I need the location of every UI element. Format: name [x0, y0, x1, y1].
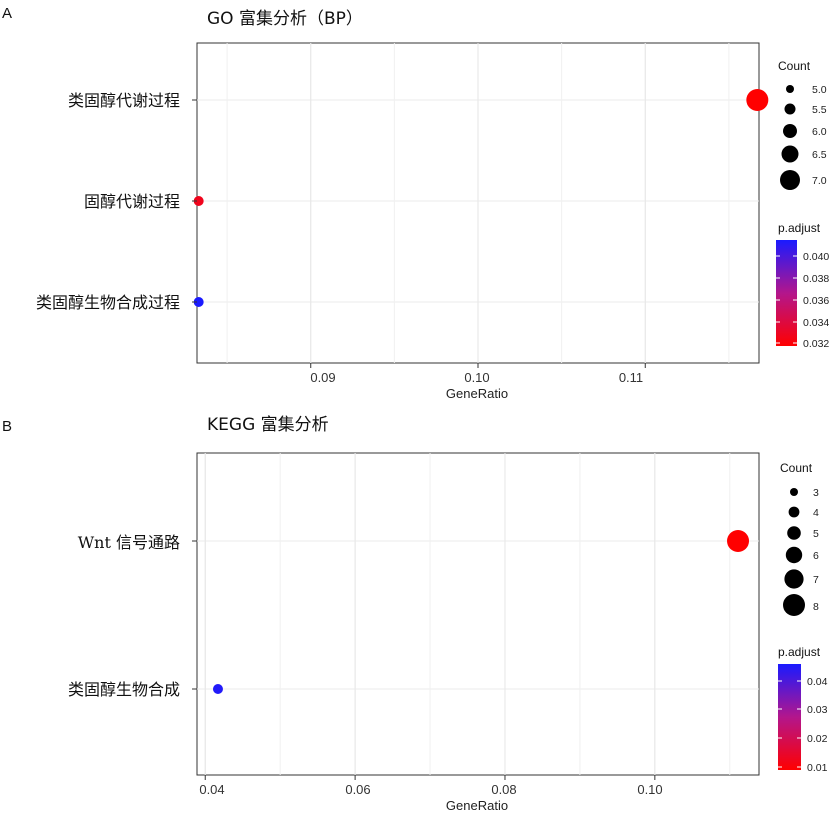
panel-a-points [193, 89, 769, 307]
panel-a-letter: A [2, 5, 12, 22]
size-legend-circle [781, 145, 799, 163]
panel-a-x-axis-title: GeneRatio [446, 386, 508, 401]
size-legend-circle [786, 85, 794, 93]
panel-b-color-legend-label: 0.01 [807, 762, 828, 774]
size-legend-circle [784, 103, 796, 115]
panel-a-size-legend-title: Count [778, 59, 811, 73]
panel-a-size-legend-label: 6.5 [812, 149, 827, 161]
size-legend-circle [790, 488, 798, 496]
panel-b-letter: B [2, 418, 12, 435]
panel-a-x-ticks [310, 363, 646, 368]
panel-a-category-label: 类固醇代谢过程 [68, 91, 180, 110]
size-legend-circle [783, 124, 797, 138]
panel-b-plot-area [196, 452, 760, 776]
panel-a-category-ticks [192, 99, 197, 303]
panel-b-x-tick-label: 0.04 [199, 782, 224, 797]
panel-a-title: GO 富集分析（BP） [207, 9, 363, 29]
panel-a-color-bar [776, 240, 797, 346]
size-legend-circle [787, 526, 801, 540]
panel-b-x-axis-title: GeneRatio [446, 798, 508, 813]
panel-b-x-tick-label: 0.06 [345, 782, 370, 797]
panel-a-color-bar-ticks [776, 255, 797, 344]
panel-a-size-legend-label: 6.0 [812, 126, 827, 138]
panel-b-size-legend-label: 4 [813, 507, 819, 519]
panel-a-x-tick-label: 0.09 [310, 370, 335, 385]
panel-b-size-legend-label: 6 [813, 550, 819, 562]
panel-b-color-legend-label: 0.03 [807, 704, 828, 716]
panel-a-category-label: 固醇代谢过程 [84, 192, 180, 211]
panel-b-x-ticks [204, 775, 656, 780]
size-legend-circle [784, 569, 804, 589]
size-legend-circle [780, 170, 800, 190]
panel-b-points [212, 530, 750, 694]
panel-b-color-bar [778, 664, 801, 770]
size-legend-circle [785, 546, 803, 564]
panel-b-size-legend-title: Count [780, 461, 813, 475]
panel-b-color-legend-title: p.adjust [778, 645, 821, 659]
panel-a-x-tick-label: 0.10 [464, 370, 489, 385]
panel-a-category-label: 类固醇生物合成过程 [36, 293, 180, 312]
panel-a: A GO 富集分析（BP） 类固醇代谢过程 固醇代谢过程 类固醇生物合成过程 0… [2, 5, 829, 401]
panel-b: B KEGG 富集分析 Wnt 信号通路 类固醇生物合成 0.04 0.06 0… [2, 415, 828, 813]
panel-a-color-legend-label: 0.038 [803, 273, 829, 285]
data-point [193, 297, 204, 307]
panel-b-size-legend [783, 488, 805, 616]
panel-b-size-legend-label: 8 [813, 601, 819, 613]
panel-a-color-legend-label: 0.036 [803, 295, 829, 307]
panel-b-color-bar-ticks [778, 680, 801, 768]
data-point [193, 196, 204, 206]
panel-a-gridlines [197, 43, 759, 363]
panel-b-color-legend-label: 0.02 [807, 733, 828, 745]
panel-b-color-legend-label: 0.04 [807, 676, 828, 688]
panel-a-color-legend-label: 0.032 [803, 338, 829, 350]
panel-a-size-legend-label: 5.0 [812, 84, 827, 96]
panel-b-category-label: 类固醇生物合成 [68, 680, 180, 699]
panel-b-size-legend-label: 7 [813, 574, 819, 586]
panel-a-size-legend-label: 5.5 [812, 104, 827, 116]
panel-a-color-legend-label: 0.040 [803, 251, 829, 263]
panel-a-color-legend-title: p.adjust [778, 221, 821, 235]
data-point [727, 530, 750, 552]
panel-b-title: KEGG 富集分析 [207, 415, 329, 435]
panel-b-category-label: Wnt 信号通路 [78, 533, 180, 552]
panel-a-color-legend-label: 0.034 [803, 317, 829, 329]
data-point [746, 89, 769, 111]
panel-b-x-tick-label: 0.10 [637, 782, 662, 797]
panel-b-size-legend-label: 5 [813, 528, 819, 540]
panel-a-x-tick-label: 0.11 [619, 370, 643, 385]
panel-b-gridlines [197, 453, 759, 775]
size-legend-circle [788, 506, 800, 518]
panel-a-size-legend [780, 85, 800, 190]
panel-b-size-legend-label: 3 [813, 487, 819, 499]
data-point [212, 684, 223, 694]
panel-a-size-legend-label: 7.0 [812, 175, 827, 187]
panel-b-category-ticks [192, 540, 197, 690]
panel-b-x-tick-label: 0.08 [491, 782, 516, 797]
size-legend-circle [783, 594, 805, 616]
